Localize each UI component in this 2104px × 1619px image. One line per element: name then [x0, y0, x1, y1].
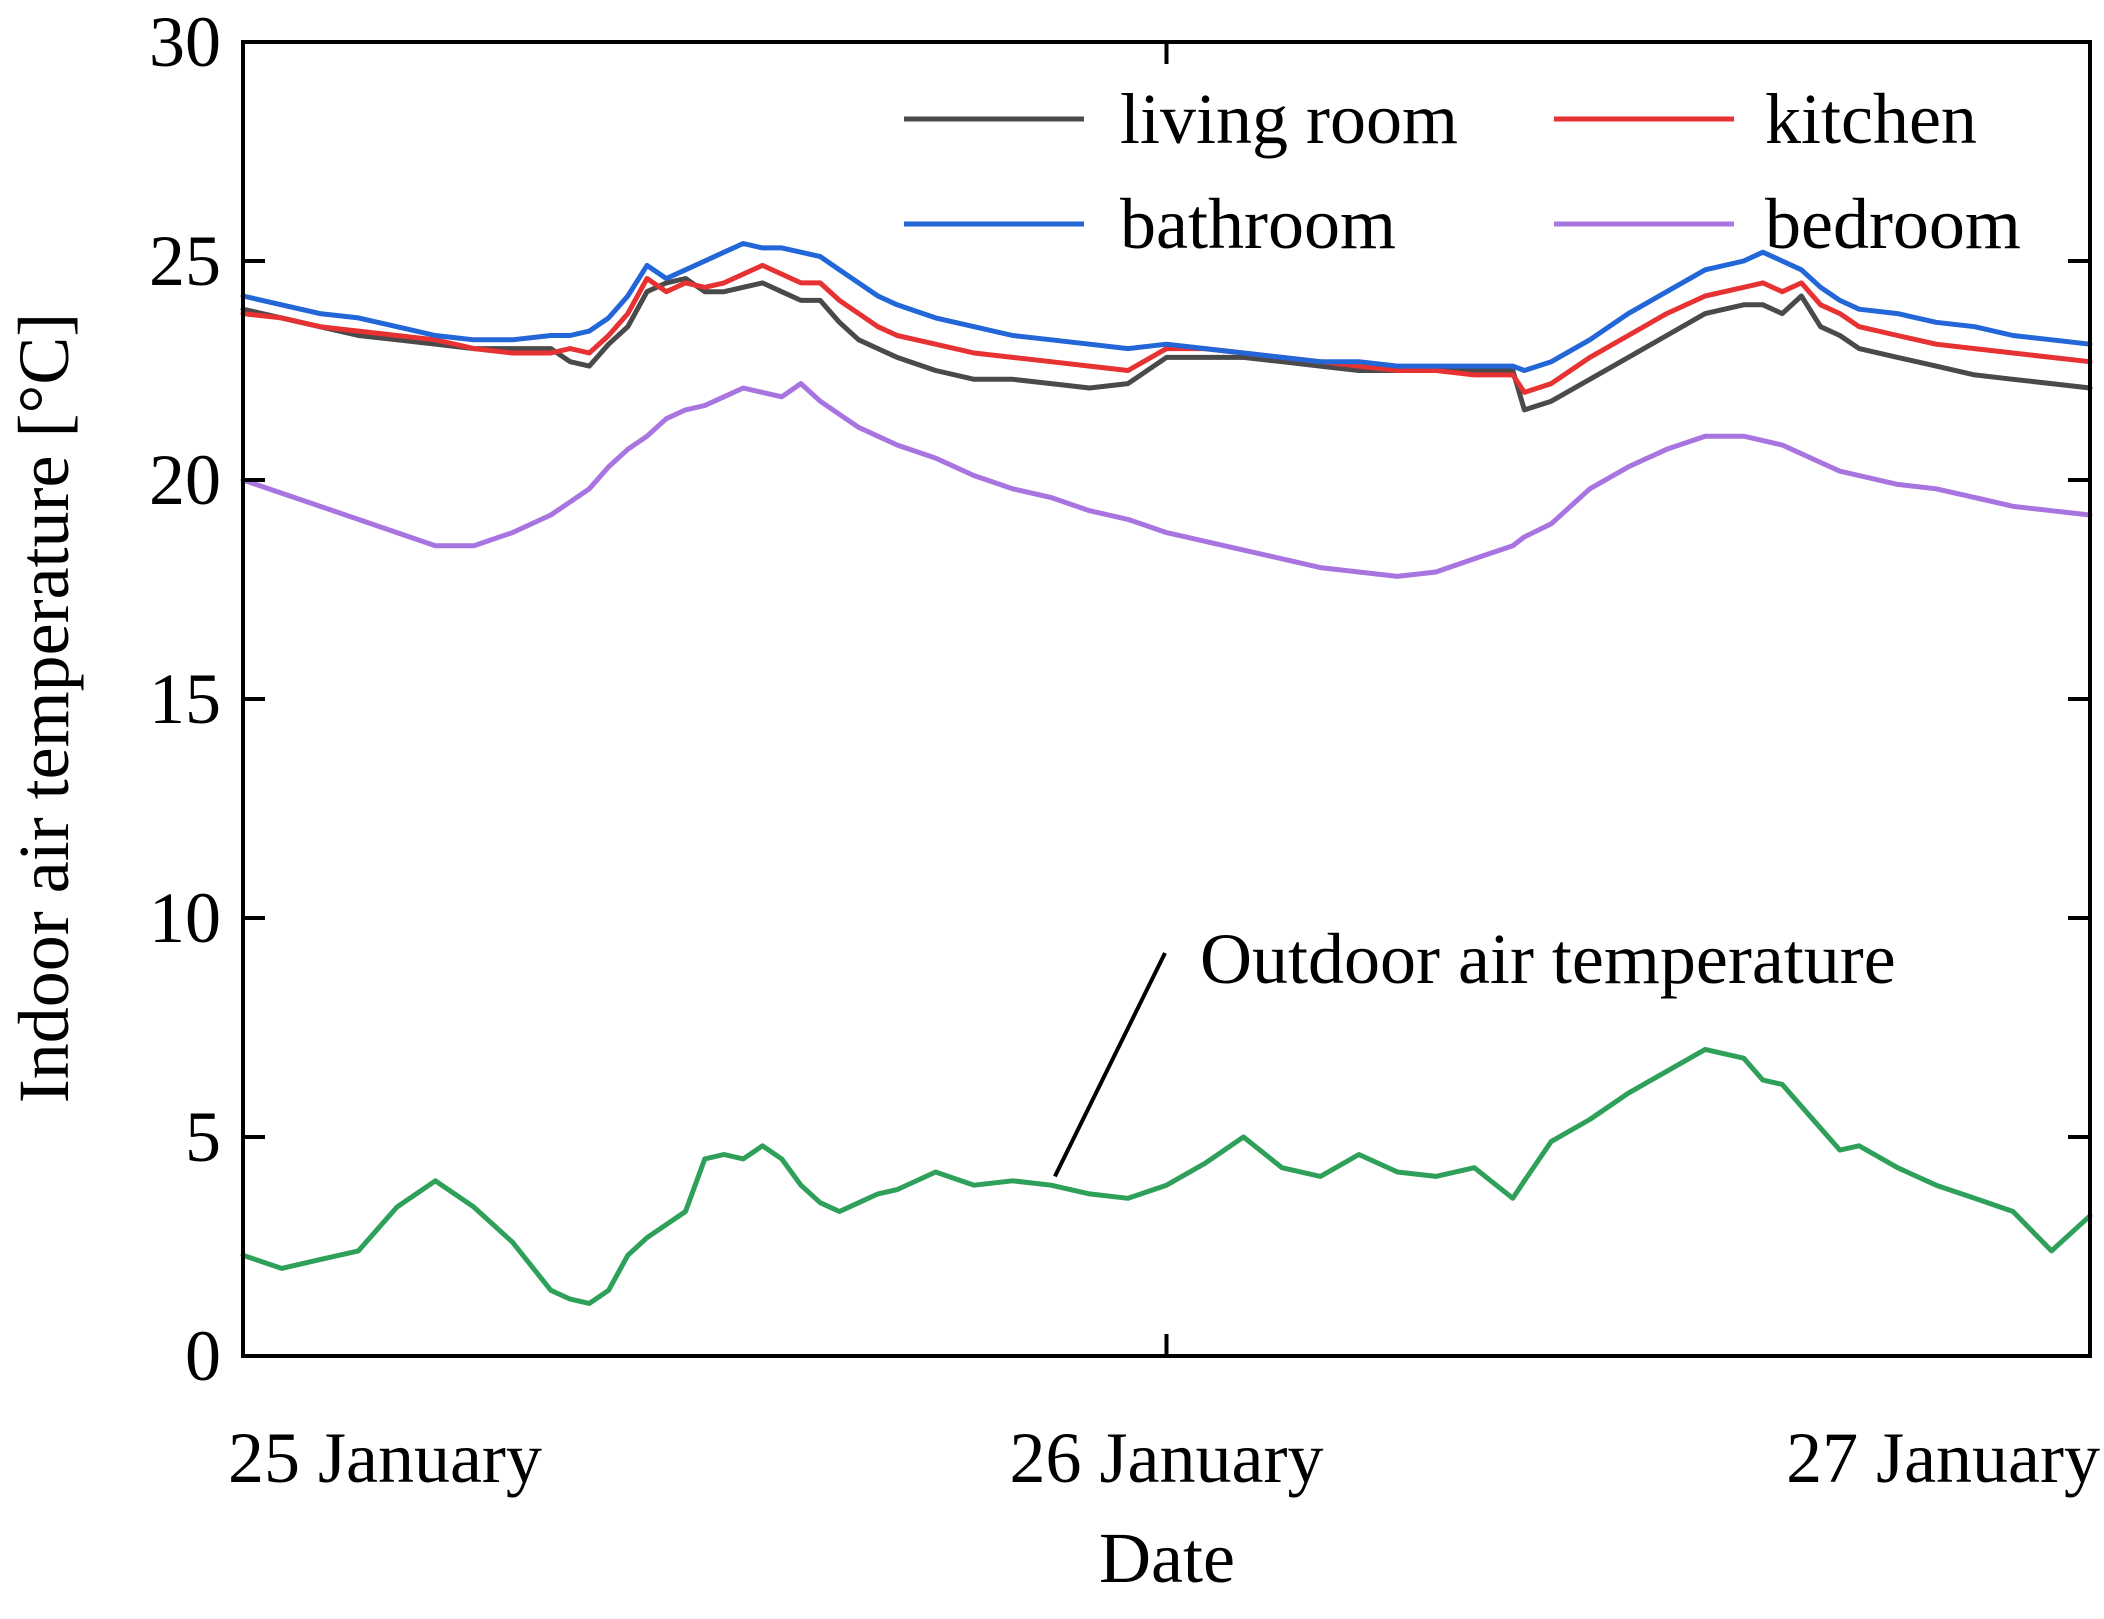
x-axis-title: Date [1099, 1518, 1235, 1598]
y-tick-label: 25 [149, 221, 221, 301]
series-line-living-room [240, 276, 2093, 413]
x-tick-label: 27 January [1786, 1418, 2100, 1498]
series-line-outdoor [240, 1046, 2093, 1306]
series-lines [240, 241, 2093, 1306]
y-tick-label: 5 [185, 1097, 221, 1177]
axes: 0 5 10 15 20 25 30 25 January 26 January 27 Janua… [149, 2, 2100, 1498]
legend: living room kitchen bathroom bedroom [904, 79, 2021, 264]
legend-label-kitchen: kitchen [1765, 79, 1977, 159]
annotation-pointer-line [1053, 952, 1167, 1178]
y-tick-label: 0 [185, 1316, 221, 1396]
annotation: Outdoor air temperature [1053, 919, 1896, 1178]
series-line-bedroom [240, 381, 2093, 579]
outdoor-temperature-annotation: Outdoor air temperature [1200, 919, 1896, 999]
x-tick-label: 26 January [1010, 1418, 1324, 1498]
y-tick-label: 10 [149, 878, 221, 958]
y-tick-label: 15 [149, 659, 221, 739]
legend-label-bathroom: bathroom [1120, 184, 1396, 264]
x-tick-label: 25 January [228, 1418, 542, 1498]
legend-label-bedroom: bedroom [1765, 184, 2021, 264]
series-line-kitchen [240, 262, 2093, 395]
series-line-bathroom [240, 241, 2093, 373]
y-tick-label: 20 [149, 440, 221, 520]
legend-label-living-room: living room [1120, 79, 1458, 159]
y-tick-label: 30 [149, 2, 221, 82]
y-axis-title: Indoor air temperature [°C] [4, 313, 84, 1103]
